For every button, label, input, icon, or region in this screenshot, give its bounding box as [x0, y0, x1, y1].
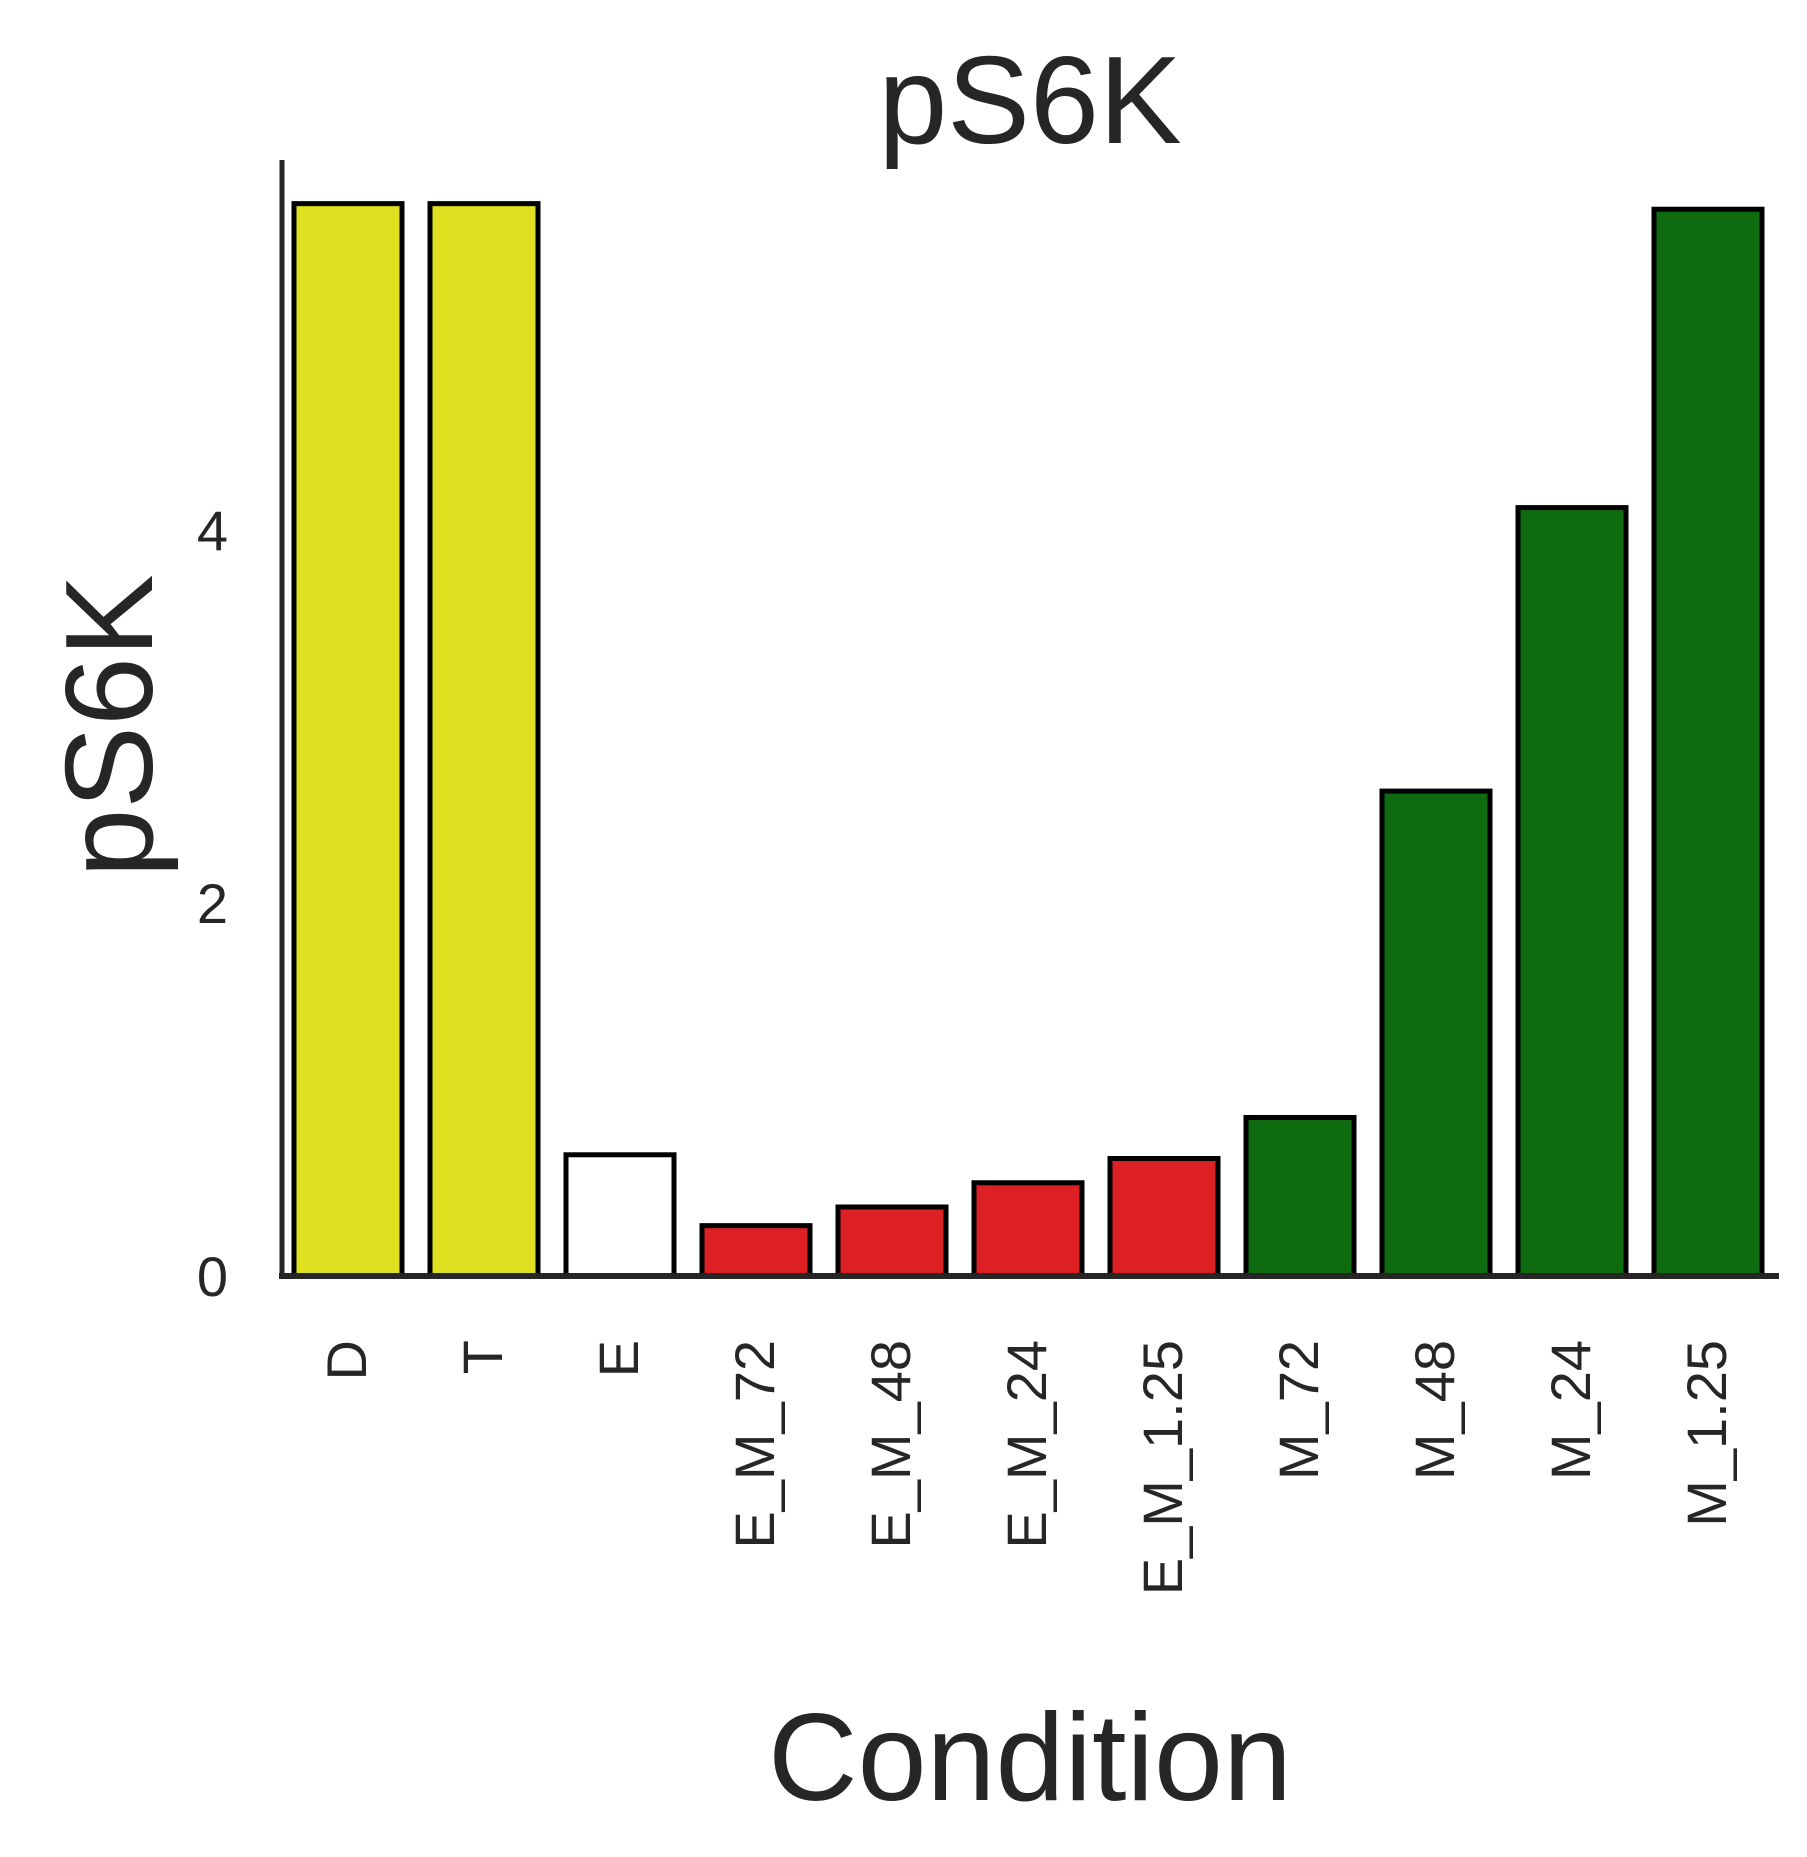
bar-E_M_72: [699, 1223, 813, 1279]
x-tick-label: M_48: [1403, 1340, 1466, 1480]
y-tick-labels: 0 2 4: [197, 499, 228, 1308]
y-tick-label: 0: [197, 1245, 228, 1308]
y-tick-label: 4: [197, 499, 228, 562]
x-tick-label: T: [451, 1340, 514, 1374]
y-axis-label: pS6K: [41, 574, 179, 877]
chart-title: pS6K: [878, 32, 1181, 170]
x-tick-labels: D T E E_M_72 E_M_48 E_M_24 E_M_1.25 M_72 M_48 M_2…: [315, 1340, 1738, 1595]
x-tick-label: D: [315, 1340, 378, 1380]
x-tick-label: M_24: [1539, 1340, 1602, 1480]
x-tick-label: E: [587, 1340, 650, 1377]
bars-layer: [291, 201, 1765, 1279]
bar-E_M_48: [835, 1204, 949, 1279]
bar-M_48: [1379, 788, 1493, 1279]
bar-E_M_1.25: [1107, 1156, 1221, 1279]
bar-D: [291, 201, 405, 1279]
bar-E: [563, 1152, 677, 1279]
y-tick-label: 2: [197, 872, 228, 935]
bar-M_24: [1515, 505, 1629, 1279]
x-tick-label: E_M_1.25: [1131, 1340, 1194, 1595]
x-tick-label: E_M_48: [859, 1340, 922, 1549]
x-axis-label: Condition: [768, 1689, 1292, 1827]
x-tick-label: E_M_24: [995, 1340, 1058, 1549]
x-tick-label: M_72: [1267, 1340, 1330, 1480]
bar-T: [427, 201, 541, 1279]
bar-M_1.25: [1651, 206, 1765, 1279]
x-tick-label: E_M_72: [723, 1340, 786, 1549]
bar-M_72: [1243, 1114, 1357, 1279]
bar-E_M_24: [971, 1180, 1085, 1279]
x-tick-label: M_1.25: [1675, 1340, 1738, 1527]
